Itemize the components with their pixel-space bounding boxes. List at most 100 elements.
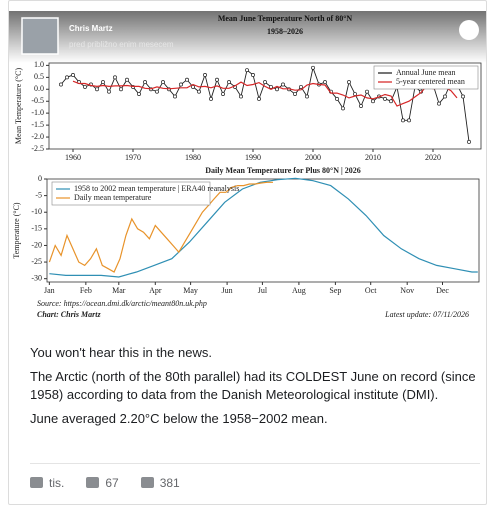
post-time: pred približno enim mesecem <box>69 40 174 49</box>
y-tick-label: -25 <box>31 257 42 266</box>
data-point <box>59 82 63 87</box>
y-tick-label: -2.0 <box>31 132 44 141</box>
post-image: Mean June Temperature North of 80°N1958–… <box>9 11 486 333</box>
data-point <box>467 139 471 144</box>
y-tick-label: 0 <box>38 174 42 183</box>
legend-label: Annual June mean <box>396 68 456 77</box>
data-point <box>335 96 339 101</box>
y-tick-label: -5 <box>35 190 42 199</box>
data-point <box>341 106 345 111</box>
data-point <box>263 80 267 85</box>
share-button[interactable]: 381 <box>140 476 180 490</box>
comment-button[interactable]: 67 <box>86 476 119 490</box>
update: Latest update: 07/11/2026 <box>384 310 469 319</box>
y-tick-label: 1.0 <box>34 60 44 69</box>
chart-title: Daily Mean Temperature for Plus 80°N | 2… <box>205 166 361 175</box>
data-point <box>389 99 393 104</box>
facebook-icon[interactable] <box>459 20 479 40</box>
data-point <box>197 89 201 94</box>
y-tick-label: -0.5 <box>31 96 44 105</box>
data-point <box>83 84 87 89</box>
like-label: tis. <box>49 476 65 490</box>
y-axis-label: Mean Temperature (°C) <box>14 68 23 145</box>
data-point <box>353 92 357 97</box>
data-point <box>155 89 159 94</box>
data-point <box>125 77 129 82</box>
data-point <box>311 65 315 70</box>
x-tick-label: Jun <box>222 286 233 295</box>
data-point <box>227 80 231 85</box>
x-tick-label: 1990 <box>245 153 261 162</box>
y-tick-label: -1.5 <box>31 120 44 129</box>
data-point <box>251 72 255 77</box>
x-tick-label: Mar <box>112 286 126 295</box>
data-point <box>101 80 105 85</box>
data-point <box>215 77 219 82</box>
data-point <box>281 82 285 87</box>
avatar <box>21 17 59 55</box>
post-text: You won't hear this in the news. The Arc… <box>30 344 480 434</box>
legend-box <box>373 65 479 90</box>
y-axis-label: Temperature (°C) <box>12 202 21 259</box>
y-tick-label: -15 <box>31 224 42 233</box>
data-point <box>107 89 111 94</box>
data-line <box>49 177 478 278</box>
data-point <box>461 94 465 99</box>
data-point <box>365 89 369 94</box>
data-point <box>443 94 447 99</box>
x-tick-label: Dec <box>436 286 449 295</box>
source: Source: https://ocean.dmi.dk/arctic/mean… <box>37 299 207 308</box>
data-point <box>65 75 69 80</box>
legend-box <box>51 181 211 206</box>
data-point <box>437 101 441 106</box>
like-button[interactable]: tis. <box>30 476 64 490</box>
data-point <box>173 94 177 99</box>
share-count: 381 <box>159 476 180 490</box>
x-tick-label: Oct <box>365 286 377 295</box>
data-point <box>185 77 189 82</box>
data-point <box>359 104 363 108</box>
y-tick-label: -20 <box>31 240 42 249</box>
data-point <box>221 92 225 97</box>
x-tick-label: Nov <box>400 286 414 295</box>
x-tick-label: 2010 <box>365 153 381 162</box>
header-shade <box>9 11 486 63</box>
image-bg <box>9 11 486 333</box>
data-line <box>72 80 458 107</box>
y-tick-label: -1.0 <box>31 108 44 117</box>
x-tick-label: 1960 <box>65 153 81 162</box>
paragraph: The Arctic (north of the 80th parallel) … <box>30 369 476 402</box>
data-point <box>347 80 351 85</box>
x-tick-label: 2000 <box>305 153 321 162</box>
data-point <box>143 80 147 85</box>
paragraph: June averaged 2.20°C below the 1958−2002… <box>30 411 328 426</box>
data-point <box>401 118 405 123</box>
post-card: Mean June Temperature North of 80°N1958–… <box>8 0 487 505</box>
data-point <box>407 118 411 123</box>
data-point <box>293 92 297 97</box>
data-point <box>269 84 273 89</box>
data-point <box>305 94 309 99</box>
data-point <box>245 68 249 73</box>
data-point <box>203 72 207 77</box>
x-tick-label: Feb <box>80 286 92 295</box>
data-point <box>383 96 387 101</box>
data-point <box>191 84 195 89</box>
legend-label: Daily mean temperature <box>74 193 152 202</box>
plot-frame <box>46 178 480 283</box>
post-actions: tis. 67 381 <box>30 463 480 490</box>
paragraph: You won't hear this in the news. <box>30 345 212 360</box>
data-point <box>275 87 279 92</box>
data-point <box>323 80 327 85</box>
credit: Chart: Chris Martz <box>37 310 101 319</box>
data-point <box>95 87 99 92</box>
comment-count: 67 <box>105 476 119 490</box>
x-tick-label: Jan <box>44 286 55 295</box>
x-tick-label: Apr <box>149 286 162 295</box>
data-point <box>119 87 123 92</box>
x-tick-label: Sep <box>329 286 341 295</box>
data-point <box>299 84 303 89</box>
author-name: Chris Martz <box>69 24 113 33</box>
x-tick-label: Aug <box>292 286 306 295</box>
